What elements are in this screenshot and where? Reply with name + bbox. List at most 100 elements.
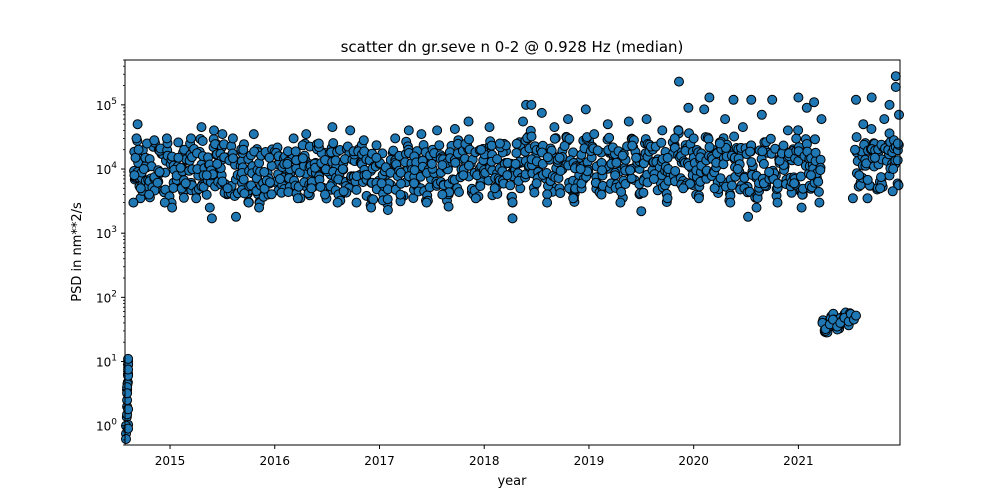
data-point: [133, 144, 144, 155]
data-point: [131, 133, 142, 144]
data-point: [259, 167, 270, 177]
y-tick-base: 10: [96, 356, 111, 370]
data-point: [351, 197, 362, 208]
data-point: [810, 134, 820, 145]
data-point: [231, 211, 241, 222]
y-tick-exponent: 0: [111, 418, 117, 428]
x-tick-label: 2016: [259, 454, 290, 468]
data-point: [489, 183, 500, 194]
data-point: [810, 147, 821, 158]
data-point: [426, 158, 437, 169]
data-point: [720, 114, 731, 125]
data-point: [662, 152, 673, 163]
data-point: [568, 193, 579, 204]
data-point: [670, 166, 681, 176]
data-point: [132, 119, 143, 130]
data-point: [421, 197, 432, 208]
data-point: [793, 92, 804, 103]
data-point: [563, 114, 573, 125]
data-point: [526, 131, 537, 142]
data-point: [328, 138, 339, 149]
data-point: [332, 197, 343, 208]
data-point: [732, 164, 743, 174]
data-point: [371, 140, 382, 151]
data-point: [371, 152, 382, 163]
data-point: [576, 178, 587, 189]
data-point: [135, 183, 146, 194]
data-point: [610, 170, 621, 181]
data-point: [449, 124, 460, 134]
data-point: [486, 140, 497, 151]
y-tick-base: 10: [96, 227, 111, 241]
data-point: [327, 122, 338, 133]
data-point: [368, 194, 379, 205]
data-point: [484, 122, 495, 133]
data-point: [575, 164, 586, 174]
data-point: [542, 189, 553, 200]
data-point: [358, 135, 369, 146]
chart-title: scatter dn gr.seve n 0-2 @ 0.928 Hz (med…: [341, 38, 684, 56]
data-point: [434, 140, 445, 151]
data-point: [809, 97, 820, 108]
data-point: [212, 158, 223, 169]
data-point: [266, 160, 277, 171]
data-point: [850, 144, 860, 155]
data-point: [458, 170, 469, 181]
data-point: [756, 109, 767, 120]
data-point: [536, 107, 547, 118]
data-point: [858, 119, 869, 130]
data-point: [704, 92, 715, 103]
data-point: [217, 176, 228, 187]
data-point: [657, 125, 668, 136]
data-point: [894, 109, 904, 120]
data-point: [470, 193, 481, 204]
data-point: [796, 202, 807, 213]
data-point: [366, 202, 377, 213]
data-point: [745, 146, 756, 157]
data-point: [758, 158, 769, 169]
data-point: [201, 170, 212, 181]
data-point: [129, 170, 140, 181]
data-point: [875, 183, 886, 194]
data-point: [778, 140, 789, 151]
data-point: [526, 99, 537, 110]
data-point: [475, 181, 486, 192]
y-tick-exponent: 5: [111, 97, 117, 107]
data-point: [851, 132, 862, 143]
data-point: [121, 434, 131, 444]
data-point: [789, 178, 800, 189]
data-point: [204, 202, 215, 213]
data-point: [876, 172, 886, 183]
data-point: [626, 173, 637, 184]
data-point: [382, 205, 393, 215]
x-axis-label: year: [497, 474, 527, 489]
x-tick-label: 2020: [678, 454, 709, 468]
data-point: [416, 129, 427, 140]
data-point: [494, 138, 505, 149]
data-point: [596, 189, 607, 200]
data-point: [492, 154, 503, 165]
data-point: [351, 184, 362, 195]
data-point: [128, 197, 139, 208]
data-point: [464, 134, 474, 145]
data-point: [154, 167, 165, 177]
data-point: [555, 188, 566, 199]
data-point: [382, 194, 393, 205]
data-point: [502, 170, 513, 181]
data-point: [625, 165, 636, 176]
data-point: [265, 177, 275, 188]
data-point: [704, 142, 715, 152]
data-point: [529, 187, 540, 198]
data-point: [217, 129, 228, 140]
data-point: [627, 140, 638, 151]
data-point: [709, 183, 720, 194]
data-point: [403, 125, 414, 136]
data-point: [443, 201, 454, 212]
data-point: [518, 116, 528, 127]
y-tick-label: 104: [96, 161, 117, 177]
data-point: [631, 152, 642, 163]
y-axis-label: PSD in nm**2/s: [70, 202, 85, 302]
data-point: [180, 178, 191, 189]
y-tick-label: 102: [96, 289, 117, 305]
